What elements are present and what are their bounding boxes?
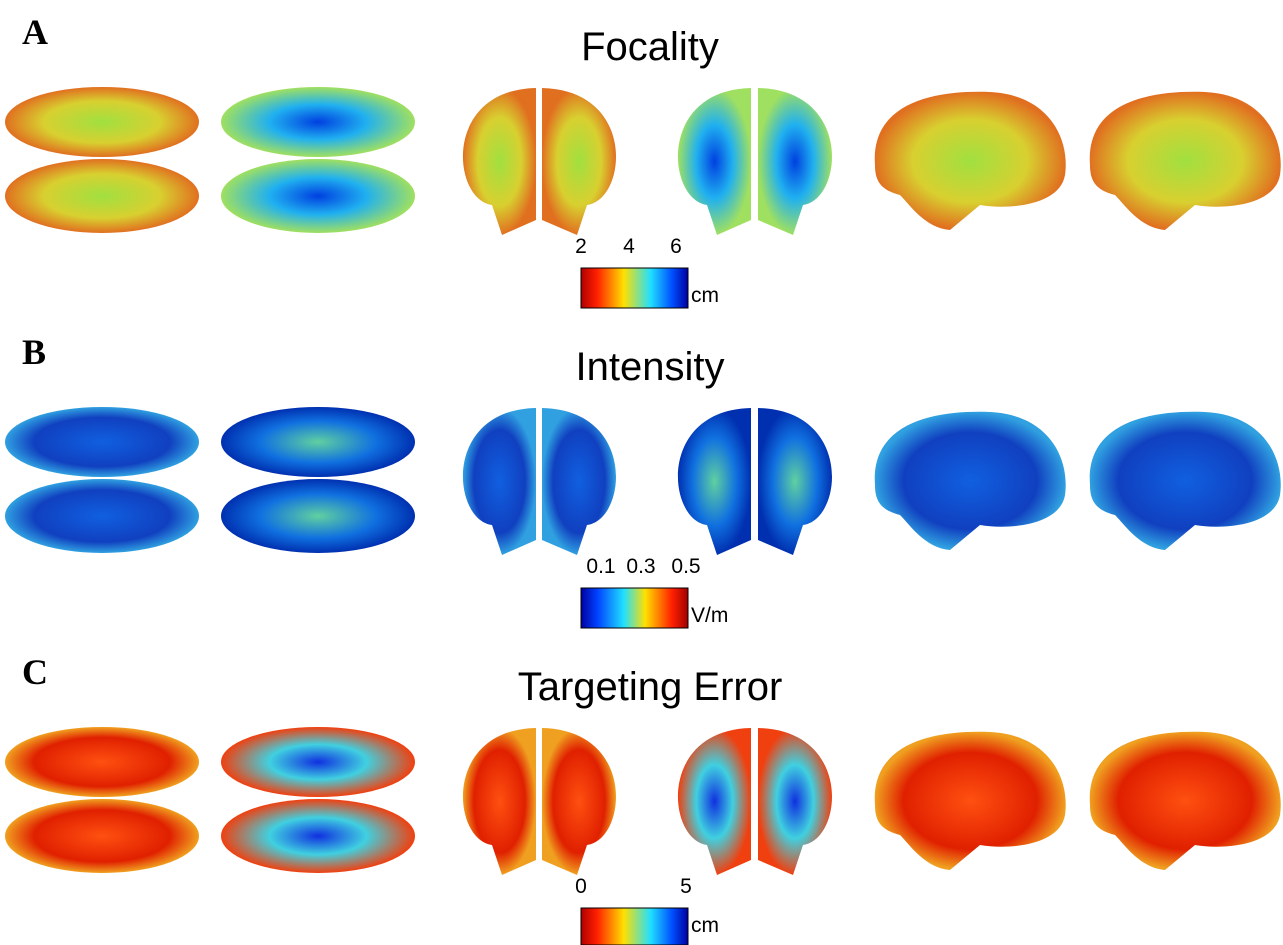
brain-top-hemisphere [221,479,415,553]
panel-letter: B [22,332,46,372]
colorbar-unit: cm [691,914,719,937]
colorbar [580,267,689,309]
brain-front-half [758,408,832,555]
colorbar [580,587,689,629]
colorbar-tick-label: 0 [575,875,587,898]
brain-front-half [677,408,751,555]
panel-title: Intensity [576,345,725,389]
brain-front-half [758,88,832,235]
colorbar-tick-label: 5 [680,875,692,898]
brain-top-hemisphere [221,727,415,797]
brain-top-hemisphere [5,159,199,233]
brain-top-hemisphere [5,727,199,797]
colorbar [580,907,689,945]
brain-top-hemisphere [221,159,415,233]
brain-front-half [758,728,832,875]
colorbar-tick-label: 0.3 [626,555,655,578]
brain-front-half [542,88,616,235]
brain-front-half [677,88,751,235]
colorbar-tick-label: 4 [623,235,635,258]
brain-lateral [874,411,1066,550]
panel-letter: A [22,12,48,52]
brain-lateral [1089,731,1281,870]
brain-lateral [1089,411,1281,550]
brain-top-hemisphere [5,799,199,873]
colorbar-unit: V/m [691,604,728,627]
panel-letter: C [22,652,48,692]
brain-top-hemisphere [221,799,415,873]
colorbar-tick-label: 0.5 [671,555,700,578]
brain-front-half [677,728,751,875]
panel-title: Targeting Error [518,665,783,709]
colorbar-tick-label: 6 [670,235,682,258]
brain-lateral [1089,91,1281,230]
brain-front-half [462,88,536,235]
brain-front-half [542,408,616,555]
brain-top-hemisphere [5,87,199,157]
brain-top-hemisphere [221,87,415,157]
panel-title: Focality [581,25,719,69]
brain-lateral [874,91,1066,230]
brain-top-hemisphere [5,479,199,553]
colorbar-tick-label: 2 [575,235,587,258]
colorbar-unit: cm [691,284,719,307]
brain-top-hemisphere [221,407,415,477]
brain-front-half [542,728,616,875]
brain-lateral [874,731,1066,870]
brain-top-hemisphere [5,407,199,477]
brain-front-half [462,408,536,555]
brain-front-half [462,728,536,875]
colorbar-tick-label: 0.1 [586,555,615,578]
